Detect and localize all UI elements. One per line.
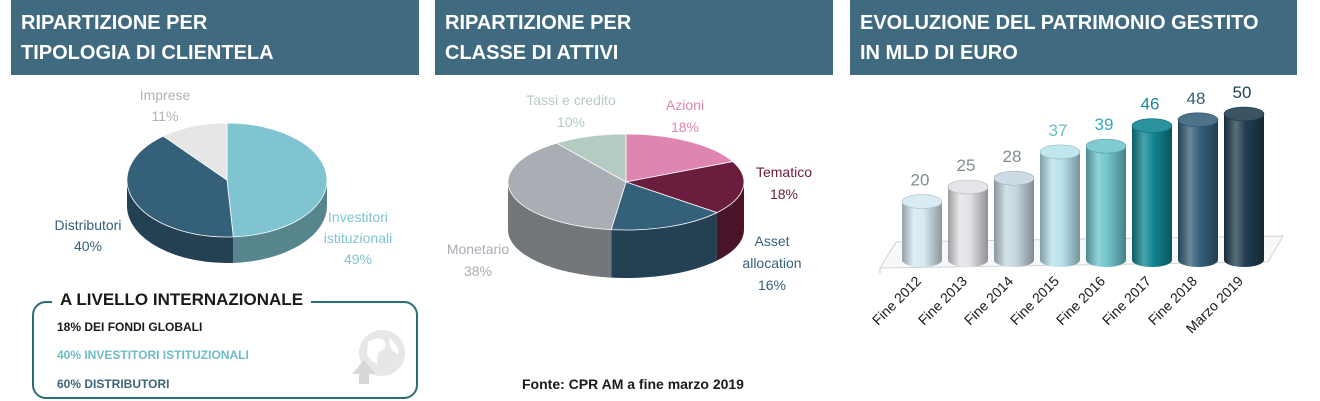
bar-top-marzo-2019: [1223, 106, 1265, 122]
panel-title-line2: IN MLD DI EURO: [860, 42, 1018, 64]
panel-header-patrimonio: EVOLUZIONE DEL PATRIMONIO GESTITO IN MLD…: [850, 0, 1297, 75]
bar-value-label: 20: [911, 171, 930, 190]
panel-title-line1: RIPARTIZIONE PER: [21, 12, 208, 34]
panel-title-line2: CLASSE DI ATTIVI: [445, 42, 619, 64]
bar-fine-2013: [948, 187, 988, 267]
bar-fine-2016: [1086, 146, 1126, 267]
pie-slice-tematico: [624, 161, 745, 214]
international-line-fondi: 18% DEI FONDI GLOBALI: [57, 320, 203, 334]
panel-header-attivi: RIPARTIZIONE PER CLASSE DI ATTIVI: [435, 0, 833, 75]
bar-top-fine-2012: [901, 194, 943, 209]
bar-fine-2017: [1132, 125, 1172, 268]
pie-slice-side-investitori-istituzionali: [233, 180, 327, 263]
pie-label-imprese: Imprese 11%: [140, 87, 191, 124]
pie-slice-tassi-e-credito: [555, 133, 627, 183]
bar-fine-2018: [1178, 119, 1218, 267]
x-tick-label: Fine 2014: [961, 273, 1016, 328]
pie-slice-side-tematico: [716, 182, 744, 261]
pie-slice-side-monetario: [508, 182, 612, 278]
pie-label-asset-allocation: Asset allocation 16%: [742, 233, 801, 293]
bar-value-label: 48: [1187, 89, 1206, 108]
bar-top-fine-2018: [1177, 112, 1219, 128]
pie-label-azioni: Azioni 18%: [666, 97, 704, 135]
x-tick-label: Fine 2013: [915, 273, 970, 328]
source-note: Fonte: CPR AM a fine marzo 2019: [522, 376, 744, 392]
bar-fine-2015: [1040, 151, 1080, 267]
x-tick-label: Fine 2012: [869, 273, 924, 328]
pie-slice-side-distributori: [127, 180, 234, 263]
bar-top-fine-2013: [947, 179, 989, 195]
international-line-distributori: 60% DISTRIBUTORI: [57, 377, 170, 391]
bar-value-label: 46: [1141, 95, 1160, 114]
bar-top-fine-2015: [1039, 144, 1081, 160]
pie-slice-distributori: [126, 135, 234, 238]
bar-marzo-2019: [1224, 114, 1264, 267]
international-line-istituzionali: 40% INVESTITORI ISTITUZIONALI: [57, 348, 249, 362]
bar-value-label: 39: [1095, 115, 1114, 134]
pie-label-monetario: Monetario 38%: [447, 241, 509, 279]
pie-slice-imprese: [162, 122, 228, 181]
bar-fine-2014: [994, 178, 1034, 267]
globe-arrow-icon: [352, 330, 405, 384]
bar-top-fine-2016: [1085, 138, 1127, 154]
x-tick-label: Fine 2016: [1053, 273, 1108, 328]
bar-value-label: 28: [1003, 147, 1022, 166]
international-title: A LIVELLO INTERNAZIONALE: [52, 290, 312, 310]
panel-title-line1: EVOLUZIONE DEL PATRIMONIO GESTITO: [860, 12, 1259, 34]
bar-value-label: 25: [957, 156, 976, 175]
pie-label-distributori: Distributori 40%: [55, 217, 122, 254]
pie-label-tematico: Tematico 18%: [756, 164, 812, 202]
bar-value-label: 37: [1049, 121, 1068, 140]
pie-slice-side-asset-allocation: [611, 212, 717, 278]
pie-slice-asset-allocation: [610, 181, 718, 231]
pie-slice-investitori-istituzionali: [226, 122, 328, 238]
bar-fine-2012: [902, 201, 942, 267]
bar-top-fine-2017: [1131, 118, 1173, 133]
panel-title-line1: RIPARTIZIONE PER: [445, 12, 632, 34]
panel-title-line2: TIPOLOGIA DI CLIENTELA: [21, 42, 274, 64]
x-tick-label: Fine 2017: [1099, 273, 1154, 328]
pie-slice-monetario: [507, 142, 627, 231]
bar-value-label: 50: [1233, 83, 1252, 102]
pie-slice-azioni: [625, 133, 734, 183]
panel-header-clientela: RIPARTIZIONE PER TIPOLOGIA DI CLIENTELA: [11, 0, 419, 75]
pie-label-tassi-e-credito: Tassi e credito 10%: [526, 92, 616, 130]
pie-label-investitori-istituzionali: Investitori istituzionali 49%: [324, 209, 392, 267]
x-tick-label: Fine 2015: [1007, 273, 1062, 328]
bar-top-fine-2014: [993, 170, 1035, 186]
